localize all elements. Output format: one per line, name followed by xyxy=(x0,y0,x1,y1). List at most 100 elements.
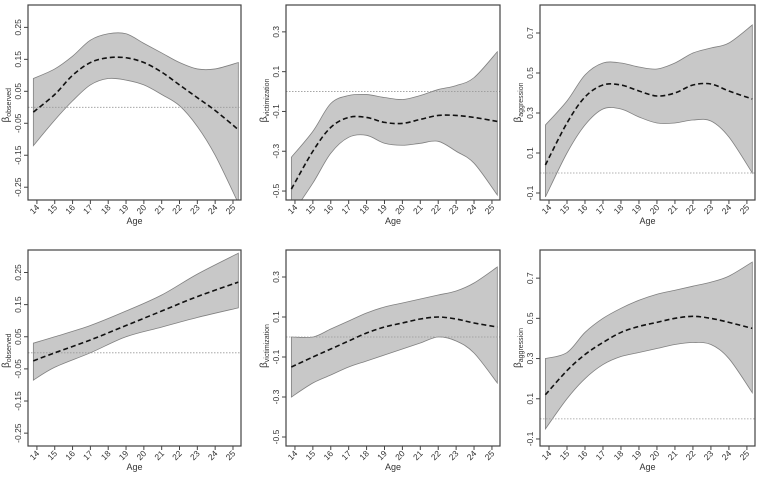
x-tick-label: 20 xyxy=(393,448,407,462)
x-tick-label: 18 xyxy=(612,448,626,462)
x-tick-label: 16 xyxy=(63,202,77,216)
panel-top-right: -0.1 0.1 0.3 0.5 0.7 14 15 16 17 18 19 20 21 22 23 24 25… xyxy=(513,4,756,226)
y-tick-label: 0.1 xyxy=(271,311,281,323)
x-tick-label: 25 xyxy=(483,448,497,462)
y-tick-label: 0.5 xyxy=(525,312,535,324)
x-axis-label: Age xyxy=(639,462,655,472)
y-axis-label-symbol: β xyxy=(259,362,270,368)
x-tick-label: 17 xyxy=(339,448,353,462)
y-tick-label: 0.3 xyxy=(271,271,281,283)
y-tick-label: -0.05 xyxy=(13,359,23,379)
x-tick-label: 21 xyxy=(411,202,425,216)
y-tick-label: -0.3 xyxy=(271,144,281,159)
x-tick-label: 22 xyxy=(170,448,184,462)
panel-top-middle: -0.5 -0.3 -0.1 0.1 0.3 14 15 16 17 18 19 20 21 22 23 24… xyxy=(259,4,501,226)
y-tick-label: -0.15 xyxy=(13,145,23,165)
x-tick-label: 17 xyxy=(339,202,353,216)
y-tick-label: 0.05 xyxy=(13,328,23,345)
plot-frame xyxy=(27,249,242,447)
x-tick-label: 21 xyxy=(411,448,425,462)
y-tick-label: -0.5 xyxy=(271,429,281,444)
x-tick-label: 15 xyxy=(304,448,318,462)
x-tick-label: 16 xyxy=(321,448,335,462)
x-tick-label: 16 xyxy=(321,202,335,216)
plot-frame xyxy=(539,249,756,447)
x-tick-label: 19 xyxy=(630,448,644,462)
x-tick-label: 23 xyxy=(447,448,461,462)
y-axis-label-subscript: aggression xyxy=(518,82,525,116)
x-tick-label: 14 xyxy=(540,448,554,462)
confidence-band xyxy=(544,24,753,198)
x-tick-label: 22 xyxy=(170,202,184,216)
y-tick-label: 0.1 xyxy=(271,65,281,77)
y-axis-label: βvictimization xyxy=(259,79,271,123)
x-axis-label: Age xyxy=(385,216,401,226)
y-axis-label-subscript: victimization xyxy=(264,324,271,362)
x-tick-label: 25 xyxy=(224,202,238,216)
y-tick-label: -0.25 xyxy=(13,423,23,443)
y-axis-label-symbol: β xyxy=(1,362,12,368)
x-tick-label: 25 xyxy=(483,202,497,216)
confidence-band xyxy=(290,266,498,398)
x-axis-label: Age xyxy=(385,462,401,472)
x-tick-label: 18 xyxy=(357,448,371,462)
x-tick-label: 16 xyxy=(63,448,77,462)
y-axis-label: βobserved xyxy=(1,88,13,123)
x-tick-label: 22 xyxy=(429,448,443,462)
y-tick-label: 0.5 xyxy=(525,67,535,79)
x-tick-label: 24 xyxy=(720,202,734,216)
x-tick-label: 17 xyxy=(81,448,95,462)
x-tick-label: 18 xyxy=(357,202,371,216)
x-tick-label: 23 xyxy=(188,448,202,462)
fit-line xyxy=(33,281,239,362)
x-tick-label: 24 xyxy=(206,202,220,216)
x-tick-label: 19 xyxy=(117,448,131,462)
panel-bottom-middle: -0.5 -0.3 -0.1 0.1 0.3 14 15 16 17 18 19 20 21 22 23 24… xyxy=(259,249,501,472)
confidence-band xyxy=(32,32,239,200)
x-tick-label: 23 xyxy=(702,448,716,462)
fit-line xyxy=(291,316,498,368)
x-tick-label: 19 xyxy=(630,202,644,216)
fit-line xyxy=(544,82,753,166)
x-axis-label: Age xyxy=(126,216,142,226)
confidence-band xyxy=(290,50,498,200)
y-tick-label: 0.25 xyxy=(13,19,23,36)
x-tick-label: 15 xyxy=(558,202,572,216)
y-tick-label: 0.1 xyxy=(525,393,535,405)
x-tick-label: 24 xyxy=(465,202,479,216)
x-tick-label: 14 xyxy=(28,448,42,462)
y-tick-label: -0.1 xyxy=(271,349,281,364)
x-tick-label: 14 xyxy=(540,202,554,216)
y-axis-label-subscript: observed xyxy=(6,333,13,362)
y-axis-label-subscript: victimization xyxy=(264,79,271,117)
x-tick-label: 19 xyxy=(375,202,389,216)
x-tick-label: 17 xyxy=(594,448,608,462)
x-tick-label: 23 xyxy=(447,202,461,216)
x-tick-label: 24 xyxy=(465,448,479,462)
y-axis-label: βaggression xyxy=(513,328,525,368)
y-tick-label: 0.15 xyxy=(13,296,23,313)
x-tick-label: 14 xyxy=(28,202,42,216)
plot-frame xyxy=(539,4,756,201)
panel-bottom-left: -0.25 -0.15 -0.05 0.05 0.15 0.25 14 15 16 17 18 19 2… xyxy=(1,249,242,472)
x-tick-label: 25 xyxy=(738,202,752,216)
x-tick-label: 23 xyxy=(188,202,202,216)
x-tick-label: 25 xyxy=(738,448,752,462)
x-tick-label: 19 xyxy=(117,202,131,216)
panel-bottom-right: -0.1 0.1 0.3 0.5 0.7 14 15 16 17 18 19 20 21 22 23 24 25… xyxy=(513,249,756,472)
y-tick-label: -0.05 xyxy=(13,113,23,133)
plot-area xyxy=(286,266,500,398)
x-tick-label: 17 xyxy=(81,202,95,216)
x-tick-label: 16 xyxy=(576,448,590,462)
x-tick-label: 22 xyxy=(684,202,698,216)
x-tick-label: 21 xyxy=(666,448,680,462)
y-axis-label-symbol: β xyxy=(513,362,524,368)
x-tick-label: 18 xyxy=(99,448,113,462)
x-tick-label: 22 xyxy=(429,202,443,216)
plot-area xyxy=(28,32,241,200)
x-axis-label: Age xyxy=(126,462,142,472)
x-tick-label: 14 xyxy=(286,448,300,462)
x-tick-label: 14 xyxy=(286,202,300,216)
y-tick-label: 0.7 xyxy=(525,272,535,284)
